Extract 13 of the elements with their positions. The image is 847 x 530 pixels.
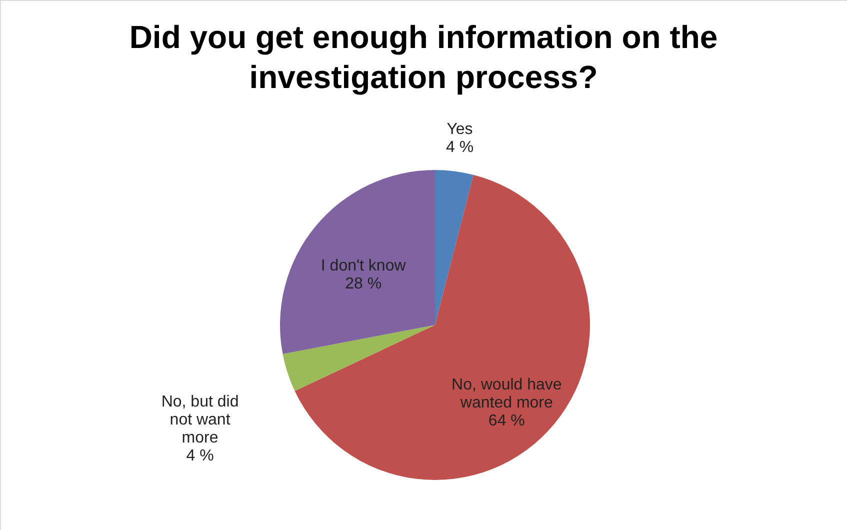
- pie-slice: [294, 174, 590, 480]
- data-label: 4 %: [186, 447, 214, 464]
- chart-title: Did you get enough information on the investigation process?: [129, 19, 718, 95]
- slice-label: Yes: [446, 121, 473, 138]
- pie-slice: [282, 325, 435, 391]
- pie-slice: [435, 170, 474, 325]
- slice-label: I don't know: [320, 258, 406, 275]
- data-label: 28 %: [345, 276, 382, 293]
- data-label: 4 %: [446, 139, 474, 156]
- slice-label: No, but did not want more: [161, 393, 239, 446]
- pie-slice: [280, 170, 435, 354]
- slice-label: No, would have wanted more: [452, 376, 562, 412]
- data-label: 64 %: [488, 412, 525, 430]
